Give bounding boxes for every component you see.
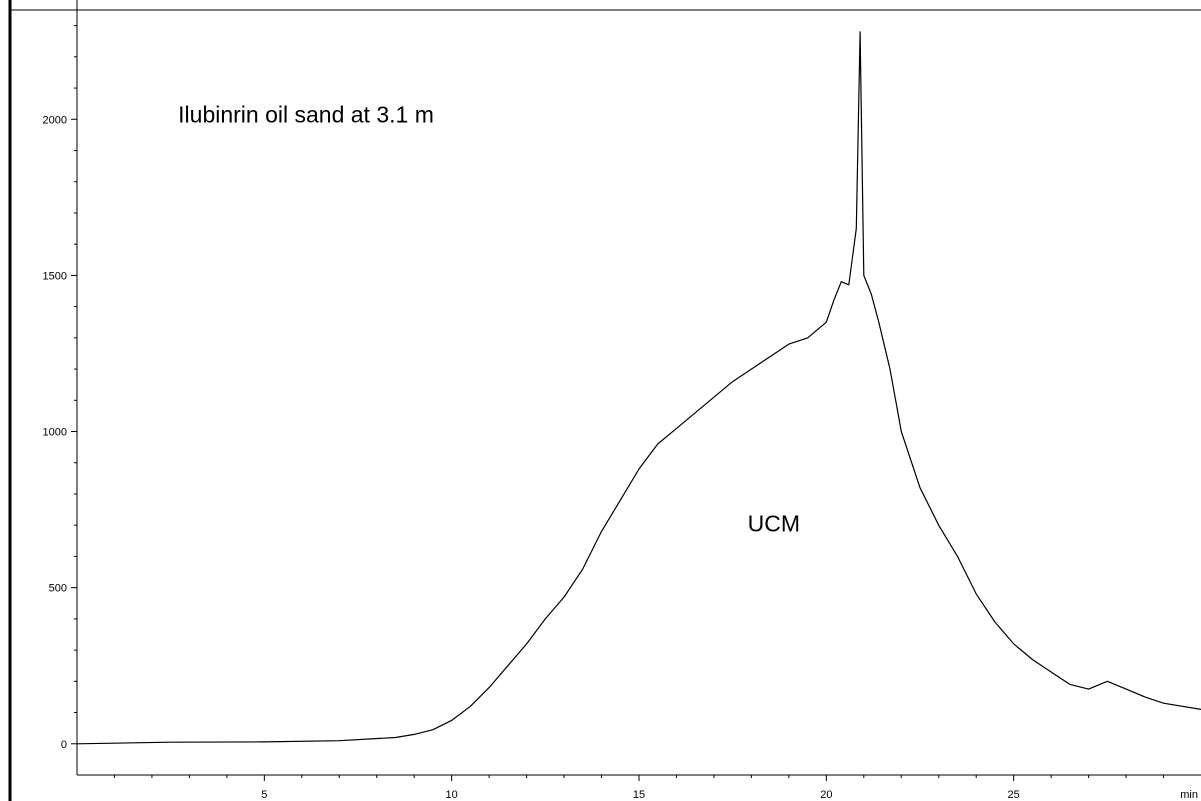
x-tick-label: 10 — [446, 789, 458, 801]
x-unit-label: min — [1180, 789, 1198, 801]
y-tick-label: 1000 — [43, 427, 67, 439]
tick-labels: 0 500 1000 1500 2000 5 10 15 20 25 min — [43, 114, 1198, 801]
tick-marks — [71, 25, 1165, 781]
x-tick-label: 25 — [1008, 789, 1020, 801]
ucm-annotation: UCM — [748, 510, 800, 536]
y-tick-label: 1500 — [43, 270, 67, 282]
y-tick-label: 2000 — [43, 114, 67, 126]
sample-annotation: Ilubinrin oil sand at 3.1 m — [178, 101, 434, 127]
chromatogram-trace — [76, 31, 1201, 745]
y-tick-label: 0 — [61, 739, 67, 751]
x-tick-label: 15 — [633, 789, 645, 801]
annotations: Ilubinrin oil sand at 3.1 m UCM — [178, 101, 800, 536]
y-tick-label: 500 — [49, 583, 67, 595]
x-tick-label: 20 — [820, 789, 832, 801]
x-tick-label: 5 — [261, 789, 267, 801]
